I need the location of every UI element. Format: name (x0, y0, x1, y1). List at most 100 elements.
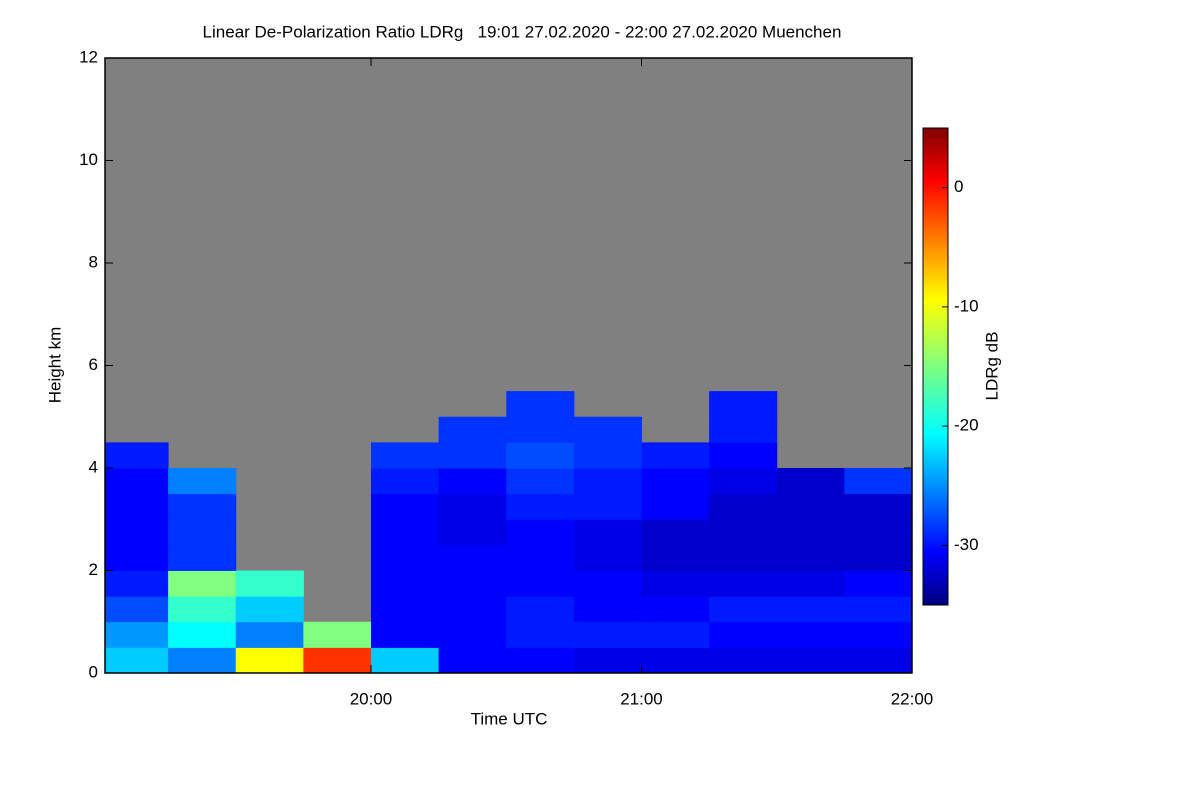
heatmap-cell (168, 570, 237, 597)
heatmap-cell (506, 493, 575, 520)
heatmap-cell (105, 493, 169, 520)
heatmap-cell (709, 493, 778, 520)
heatmap-cell (641, 519, 710, 546)
heatmap-cell (844, 544, 912, 571)
heatmap-cell (105, 621, 169, 648)
heatmap-cell (506, 621, 575, 648)
heatmap-cell (844, 647, 912, 673)
y-axis-label: Height km (45, 327, 64, 404)
heatmap-cell (105, 442, 169, 469)
heatmap-cell (506, 596, 575, 623)
colorbar-label: LDRg dB (982, 332, 1001, 401)
x-tick-label: 21:00 (620, 689, 663, 708)
heatmap-cell (573, 442, 642, 469)
x-axis-label: Time UTC (471, 709, 548, 728)
heatmap-cell (438, 519, 507, 546)
y-tick-label: 0 (89, 662, 98, 681)
colorbar-tick-label: -10 (954, 296, 979, 315)
heatmap-cell (709, 621, 778, 648)
heatmap-cell (776, 570, 845, 597)
heatmap-cell (709, 391, 778, 418)
heatmap-cell (506, 468, 575, 495)
heatmap-cell (370, 468, 440, 495)
heatmap-cell (168, 468, 237, 495)
x-tick-label: 20:00 (350, 689, 393, 708)
heatmap (105, 391, 912, 673)
heatmap-cell (168, 596, 237, 623)
heatmap-cell (844, 468, 912, 495)
heatmap-cell (709, 416, 778, 443)
heatmap-cell (438, 442, 507, 469)
heatmap-cell (709, 570, 778, 597)
heatmap-cell (105, 544, 169, 571)
heatmap-cell (641, 468, 710, 495)
heatmap-cell (573, 519, 642, 546)
heatmap-cell (573, 416, 642, 443)
heatmap-cell (709, 442, 778, 469)
heatmap-cell (506, 570, 575, 597)
heatmap-cell (168, 493, 237, 520)
heatmap-cell (506, 544, 575, 571)
heatmap-cell (303, 621, 372, 648)
heatmap-cell (235, 647, 304, 673)
heatmap-cell (303, 647, 372, 673)
heatmap-cell (506, 519, 575, 546)
heatmap-cell (573, 647, 642, 673)
heatmap-cell (235, 570, 304, 597)
colorbar (922, 127, 949, 606)
heatmap-cell (844, 570, 912, 597)
heatmap-cell (776, 621, 845, 648)
heatmap-cell (506, 416, 575, 443)
heatmap-cell (506, 442, 575, 469)
heatmap-cell (573, 544, 642, 571)
heatmap-cell (438, 544, 507, 571)
heatmap-cell (641, 570, 710, 597)
heatmap-cell (438, 493, 507, 520)
y-tick-label: 6 (89, 355, 98, 374)
chart-title: Linear De-Polarization Ratio LDRg 19:01 … (203, 22, 842, 41)
heatmap-cell (776, 493, 845, 520)
heatmap-cell (168, 519, 237, 546)
y-tick-label: 10 (79, 150, 98, 169)
heatmap-cell (370, 493, 440, 520)
heatmap-cell (641, 647, 710, 673)
heatmap-cell (641, 621, 710, 648)
heatmap-cell (438, 621, 507, 648)
heatmap-cell (709, 544, 778, 571)
heatmap-cell (370, 442, 440, 469)
heatmap-cell (641, 544, 710, 571)
heatmap-cell (370, 596, 440, 623)
heatmap-cell (105, 570, 169, 597)
y-tick-label: 2 (89, 560, 98, 579)
heatmap-cell (168, 647, 237, 673)
heatmap-cell (709, 468, 778, 495)
heatmap-cell (370, 647, 440, 673)
heatmap-cell (844, 493, 912, 520)
heatmap-cell (776, 596, 845, 623)
heatmap-cell (641, 493, 710, 520)
heatmap-cell (235, 621, 304, 648)
heatmap-cell (844, 621, 912, 648)
heatmap-cell (573, 468, 642, 495)
y-tick-label: 8 (89, 252, 98, 271)
heatmap-cell (438, 570, 507, 597)
heatmap-cell (776, 647, 845, 673)
heatmap-cell (709, 519, 778, 546)
axes: 0 2 4 6 8 10 12 20:00 21:00 22:00 0 -10 -20 -30 (79, 47, 979, 708)
heatmap-cell (844, 596, 912, 623)
heatmap-cell (438, 468, 507, 495)
heatmap-cell (506, 391, 575, 418)
heatmap-cell (438, 647, 507, 673)
colorbar-tick-label: 0 (954, 177, 963, 196)
heatmap-cell (168, 544, 237, 571)
heatmap-cell (776, 519, 845, 546)
heatmap-cell (573, 570, 642, 597)
heatmap-cell (709, 596, 778, 623)
heatmap-cell (776, 468, 845, 495)
heatmap-cell (641, 442, 710, 469)
heatmap-cell (105, 519, 169, 546)
y-tick-label: 12 (79, 47, 98, 66)
heatmap-cell (168, 621, 237, 648)
heatmap-cell (370, 570, 440, 597)
